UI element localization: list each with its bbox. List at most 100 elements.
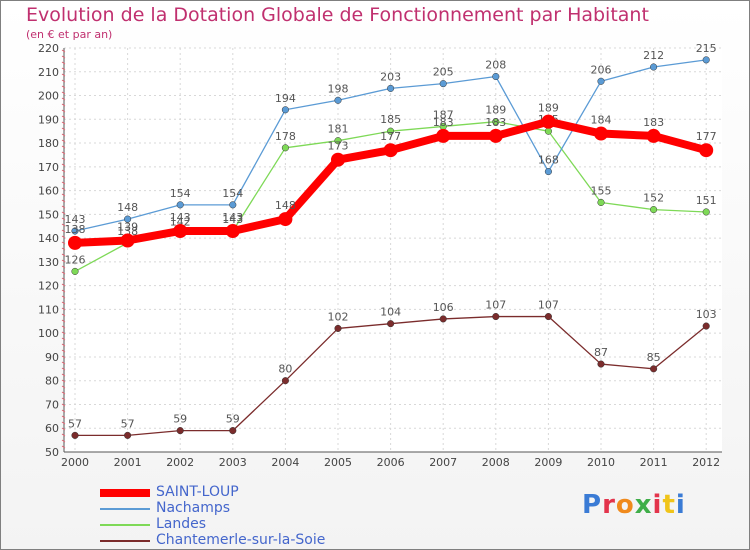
data-label: 148 <box>117 201 138 214</box>
data-label: 151 <box>696 194 717 207</box>
y-axis-tick-mark <box>61 187 66 191</box>
data-label: 181 <box>328 123 349 136</box>
y-axis-tick-mark <box>61 163 66 167</box>
data-label: 173 <box>328 140 349 153</box>
data-point <box>597 77 605 85</box>
x-tick-label: 2009 <box>534 456 562 469</box>
y-axis-tick-mark <box>61 367 66 371</box>
data-label: 177 <box>696 130 717 143</box>
data-point <box>281 377 289 385</box>
data-label: 187 <box>433 108 454 121</box>
data-point <box>650 63 658 71</box>
y-axis-tick-mark <box>61 79 66 83</box>
data-point <box>597 360 605 368</box>
data-label: 139 <box>117 220 138 233</box>
data-label: 102 <box>328 310 349 323</box>
y-axis-tick-mark <box>61 427 66 431</box>
chart-subtitle: (en € et par an) <box>26 28 113 41</box>
legend-label: Landes <box>156 516 207 532</box>
y-axis-tick-mark <box>61 379 66 383</box>
y-axis-tick-mark <box>61 217 66 221</box>
series-nachamps: 143 148 154 154 194 198 203 205 208 168 206 212 215 <box>65 42 717 235</box>
data-point <box>387 84 395 92</box>
data-point <box>646 128 661 143</box>
y-tick-label: 190 <box>38 113 59 126</box>
y-axis-tick-mark <box>61 91 66 95</box>
data-point <box>68 235 82 250</box>
y-axis-tick-mark <box>61 127 66 131</box>
data-point <box>594 126 608 141</box>
logo-letter: o <box>615 490 635 520</box>
data-label: 203 <box>380 70 401 83</box>
data-label: 198 <box>328 82 349 95</box>
y-tick-label: 60 <box>45 422 59 435</box>
y-axis-tick-mark <box>61 211 66 215</box>
data-label: 104 <box>380 306 401 319</box>
y-axis-tick-mark <box>61 391 66 395</box>
x-tick-label: 2003 <box>219 456 247 469</box>
data-point <box>176 201 184 209</box>
y-axis-tick-mark <box>61 403 66 407</box>
y-tick-label: 110 <box>38 303 59 316</box>
y-axis-tick-mark <box>61 319 66 323</box>
x-tick-label: 2004 <box>271 456 299 469</box>
data-point <box>124 215 132 223</box>
data-point <box>281 144 289 152</box>
data-point <box>124 431 132 439</box>
data-point <box>544 312 552 321</box>
y-axis-tick-mark <box>61 349 66 353</box>
y-axis-tick-mark <box>61 145 66 149</box>
x-tick-label: 2005 <box>324 456 352 469</box>
y-axis-tick-mark <box>61 157 66 161</box>
y-axis-tick-mark <box>61 151 66 155</box>
data-label: 154 <box>222 187 243 200</box>
data-label: 189 <box>485 104 506 117</box>
data-point <box>544 168 552 176</box>
data-point <box>229 427 237 435</box>
data-label: 142 <box>170 215 191 228</box>
data-label: 143 <box>170 211 191 224</box>
y-tick-label: 220 <box>38 42 59 55</box>
data-label: 168 <box>538 154 559 167</box>
y-axis-tick-mark <box>61 325 66 329</box>
y-axis-tick-mark <box>61 199 66 203</box>
data-label: 208 <box>485 59 506 72</box>
data-label: 148 <box>275 199 296 212</box>
data-label: 85 <box>647 351 661 364</box>
y-axis-tick-mark <box>61 415 66 419</box>
y-axis-tick-mark <box>61 139 66 143</box>
data-label: 126 <box>65 253 86 266</box>
logo-letter: t <box>662 490 676 520</box>
x-tick-label: 2007 <box>429 456 457 469</box>
data-label: 87 <box>594 346 608 359</box>
y-axis-tick-mark <box>61 235 66 239</box>
logo-letter: x <box>634 490 653 520</box>
y-axis-tick-mark <box>61 67 66 71</box>
logo-letter: i <box>652 490 663 520</box>
data-point <box>436 128 451 143</box>
proxiti-logo: Proxiti <box>582 490 686 520</box>
legend-label: Chantemerle-sur-la-Soie <box>156 532 326 548</box>
y-tick-label: 130 <box>38 256 59 269</box>
data-point <box>331 152 345 167</box>
y-axis-tick-mark <box>61 421 66 425</box>
y-axis-tick-mark <box>61 385 66 389</box>
y-axis-tick-mark <box>61 193 66 197</box>
logo-letter: i <box>675 490 686 520</box>
data-point <box>702 322 710 330</box>
y-axis-tick-mark <box>61 253 66 257</box>
y-axis-tick-mark <box>61 133 66 137</box>
legend-label: Nachamps <box>156 500 231 516</box>
data-point <box>492 118 500 126</box>
data-point <box>597 198 605 207</box>
data-point <box>71 227 79 235</box>
data-label: 57 <box>68 417 82 430</box>
y-axis-tick-mark <box>61 85 66 89</box>
data-label: 183 <box>485 116 506 129</box>
y-axis-tick-mark <box>61 55 66 59</box>
data-label: 143 <box>222 211 243 224</box>
data-point <box>488 128 503 143</box>
data-label: 106 <box>433 301 454 314</box>
data-point <box>176 427 184 435</box>
